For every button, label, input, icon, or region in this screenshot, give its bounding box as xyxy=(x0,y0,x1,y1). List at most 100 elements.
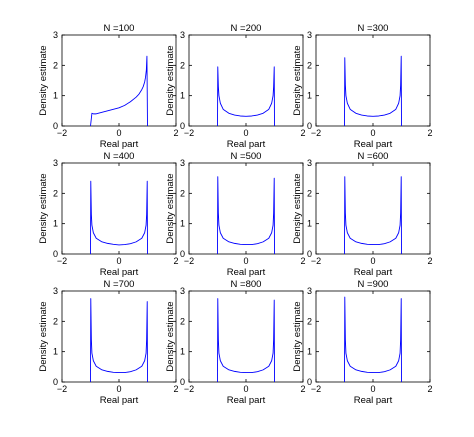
y-tick-label: 1 xyxy=(53,347,58,357)
x-tick-label: −2 xyxy=(184,256,194,266)
y-tick-label: 1 xyxy=(53,91,58,101)
x-tick-label: 0 xyxy=(243,128,248,138)
y-tick-label: 3 xyxy=(307,30,312,40)
density-line xyxy=(217,66,275,127)
x-axis-label: Real part xyxy=(354,267,393,278)
subplot-title: N =400 xyxy=(104,151,135,162)
plot-frame xyxy=(315,34,431,127)
y-tick-label: 0 xyxy=(180,377,185,387)
y-tick-label: 2 xyxy=(180,188,185,198)
density-line xyxy=(90,298,148,383)
x-tick-label: 0 xyxy=(243,256,248,266)
y-axis-label: Density estimate xyxy=(38,45,49,115)
density-line xyxy=(90,180,148,255)
x-tick-label: 2 xyxy=(427,256,432,266)
plot-frame xyxy=(61,34,177,127)
x-tick-label: 0 xyxy=(116,384,121,394)
plot-frame xyxy=(188,290,304,383)
subplot-title: N =100 xyxy=(104,23,135,34)
x-tick-label: 0 xyxy=(243,384,248,394)
x-tick-label: −2 xyxy=(57,256,67,266)
y-tick-label: 0 xyxy=(307,249,312,259)
y-tick-label: 1 xyxy=(180,347,185,357)
x-tick-label: 2 xyxy=(300,256,305,266)
y-tick-label: 2 xyxy=(307,188,312,198)
x-tick-label: 2 xyxy=(427,128,432,138)
plot-frame xyxy=(188,162,304,255)
density-line xyxy=(217,298,275,383)
subplot-title: N =500 xyxy=(231,151,262,162)
x-axis-label: Real part xyxy=(354,395,393,406)
x-axis-label: Real part xyxy=(100,395,139,406)
x-axis-label: Real part xyxy=(354,139,393,150)
x-tick-label: 2 xyxy=(173,256,178,266)
y-axis-label: Density estimate xyxy=(165,301,176,371)
y-axis-label: Density estimate xyxy=(165,45,176,115)
y-tick-label: 0 xyxy=(180,249,185,259)
y-tick-label: 2 xyxy=(180,60,185,70)
y-tick-label: 3 xyxy=(53,158,58,168)
y-tick-label: 2 xyxy=(180,316,185,326)
x-tick-label: 2 xyxy=(173,128,178,138)
plot-frame xyxy=(188,34,304,127)
y-tick-label: 3 xyxy=(53,30,58,40)
y-tick-label: 2 xyxy=(307,60,312,70)
y-tick-label: 2 xyxy=(53,316,58,326)
x-tick-label: −2 xyxy=(184,384,194,394)
y-tick-label: 3 xyxy=(53,286,58,296)
plot-frame xyxy=(61,290,177,383)
x-axis-label: Real part xyxy=(227,267,266,278)
y-tick-label: 1 xyxy=(180,91,185,101)
density-line xyxy=(90,55,148,127)
plot-frame xyxy=(61,162,177,255)
x-tick-label: 2 xyxy=(300,384,305,394)
y-tick-label: 0 xyxy=(307,377,312,387)
y-tick-label: 1 xyxy=(307,219,312,229)
y-axis-label: Density estimate xyxy=(292,173,303,243)
y-axis-label: Density estimate xyxy=(38,173,49,243)
y-axis-label: Density estimate xyxy=(292,45,303,115)
x-tick-label: 2 xyxy=(300,128,305,138)
x-axis-label: Real part xyxy=(227,139,266,150)
density-line xyxy=(344,176,402,255)
subplot-title: N =300 xyxy=(358,23,389,34)
y-tick-label: 0 xyxy=(53,377,58,387)
y-axis-label: Density estimate xyxy=(292,301,303,371)
y-tick-label: 3 xyxy=(307,286,312,296)
x-tick-label: −2 xyxy=(57,384,67,394)
y-tick-label: 1 xyxy=(180,219,185,229)
y-tick-label: 1 xyxy=(53,219,58,229)
x-tick-label: −2 xyxy=(311,384,321,394)
y-tick-label: 2 xyxy=(53,188,58,198)
subplot-title: N =900 xyxy=(358,279,389,290)
y-tick-label: 1 xyxy=(307,347,312,357)
density-line xyxy=(344,296,402,383)
density-line xyxy=(217,176,275,255)
x-tick-label: −2 xyxy=(311,256,321,266)
subplot-title: N =200 xyxy=(231,23,262,34)
x-tick-label: 0 xyxy=(116,256,121,266)
x-tick-label: 2 xyxy=(427,384,432,394)
y-tick-label: 3 xyxy=(180,286,185,296)
y-tick-label: 1 xyxy=(307,91,312,101)
y-tick-label: 0 xyxy=(53,249,58,259)
density-line xyxy=(344,55,402,127)
plot-frame xyxy=(315,290,431,383)
y-tick-label: 0 xyxy=(180,121,185,131)
x-tick-label: 0 xyxy=(370,256,375,266)
y-tick-label: 3 xyxy=(180,30,185,40)
y-tick-label: 0 xyxy=(307,121,312,131)
x-axis-label: Real part xyxy=(227,395,266,406)
y-axis-label: Density estimate xyxy=(165,173,176,243)
x-tick-label: −2 xyxy=(184,128,194,138)
